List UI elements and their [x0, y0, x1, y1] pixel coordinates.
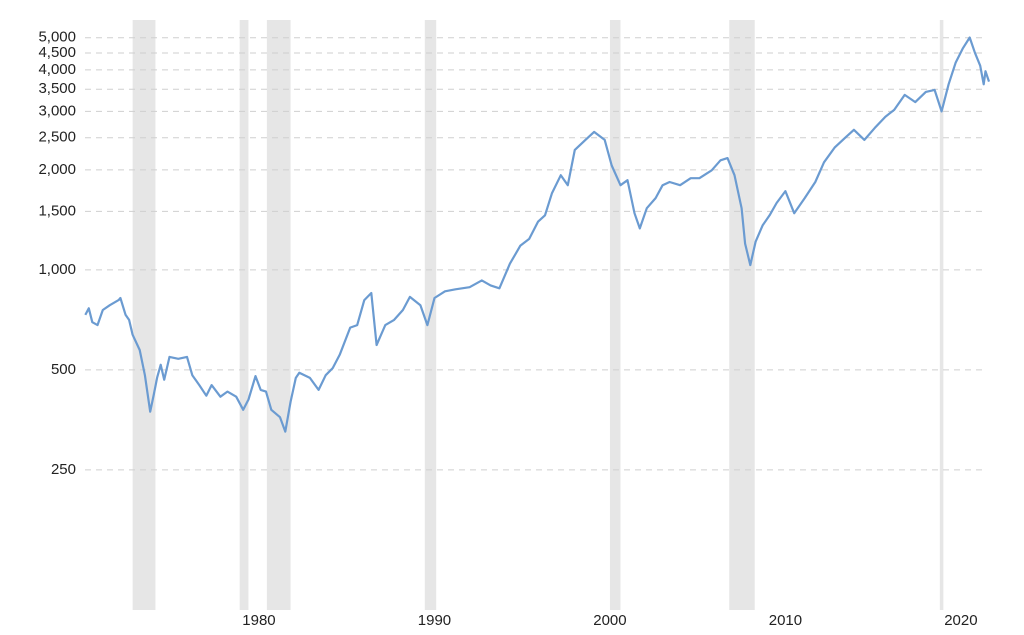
- x-tick-label: 2010: [769, 612, 802, 629]
- price-line: [84, 36, 991, 433]
- shaded-period: [939, 20, 944, 610]
- y-tick-label: 4,500: [38, 44, 76, 61]
- x-tick-label: 1990: [418, 612, 451, 629]
- x-tick-label: 2000: [593, 612, 626, 629]
- y-tick-label: 1,000: [38, 261, 76, 278]
- y-tick-label: 1,500: [38, 202, 76, 219]
- shaded-period: [729, 20, 755, 610]
- y-tick-label: 2,500: [38, 129, 76, 146]
- y-tick-label: 250: [51, 461, 76, 478]
- shaded-period: [239, 20, 249, 610]
- y-tick-label: 5,000: [38, 29, 76, 46]
- shaded-period: [132, 20, 156, 610]
- x-tick-label: 1980: [242, 612, 275, 629]
- shaded-period: [609, 20, 621, 610]
- y-tick-label: 500: [51, 361, 76, 378]
- y-tick-label: 2,000: [38, 161, 76, 178]
- y-tick-label: 4,000: [38, 61, 76, 78]
- y-tick-label: 3,000: [38, 102, 76, 119]
- x-tick-label: 2020: [944, 612, 977, 629]
- shaded-period: [266, 20, 291, 610]
- y-tick-label: 3,500: [38, 80, 76, 97]
